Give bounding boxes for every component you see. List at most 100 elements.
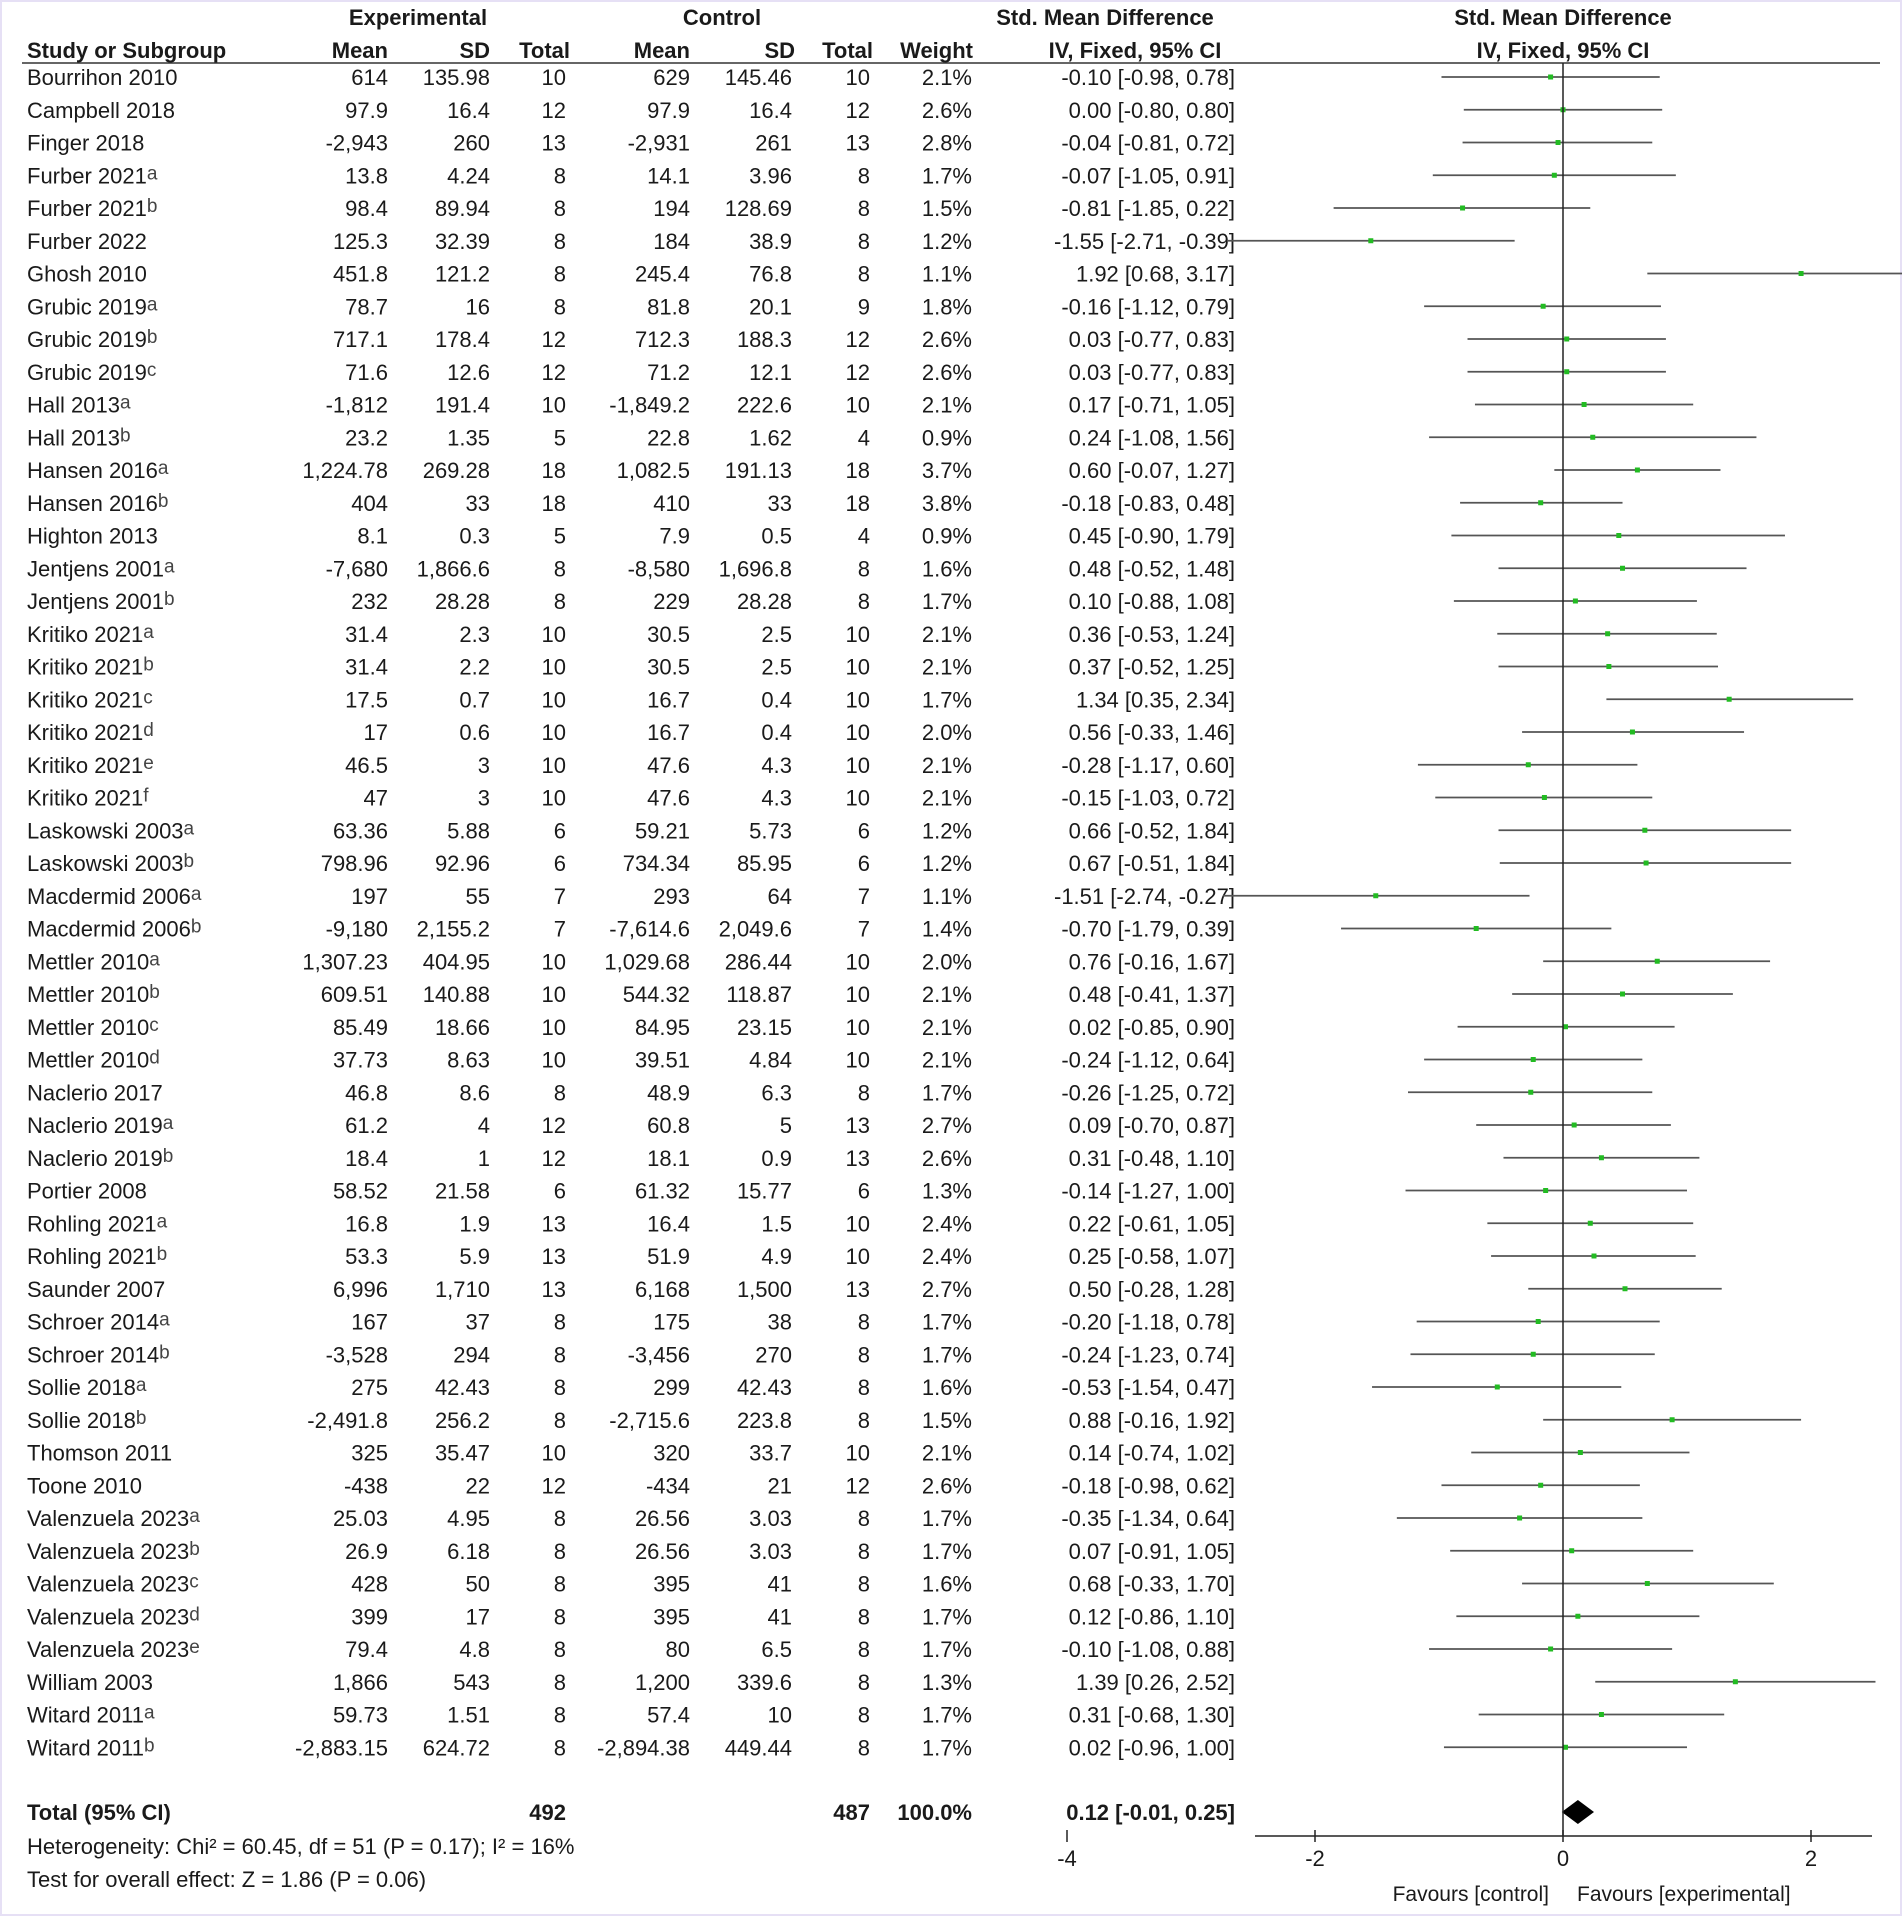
- table-row: Furber 2021a 13.8 4.24 8 14.1 3.96 8 1.7% -0.07 …: [27, 163, 1235, 188]
- ctrl-mean: 320: [653, 1441, 690, 1466]
- study-label: Hansen 2016: [27, 458, 158, 483]
- smd-ci-value: 0.48 [-0.52, 1.48]: [1069, 556, 1235, 581]
- exp-sd: 35.47: [435, 1441, 490, 1466]
- exp-sd: 5.9: [459, 1244, 490, 1269]
- study-label: Mettler 2010: [27, 982, 149, 1007]
- smd-ci-value: 0.14 [-0.74, 1.02]: [1069, 1441, 1235, 1466]
- table-row: Naclerio 2019b 18.4 1 12 18.1 0.9 13 2.6% 0.31 […: [27, 1146, 1235, 1171]
- study-label: Finger 2018: [27, 131, 144, 156]
- ctrl-sd: 33: [768, 491, 792, 516]
- ctrl-sd: 21: [768, 1473, 792, 1498]
- weight-value: 2.6%: [922, 1473, 972, 1498]
- ctrl-total: 7: [858, 917, 870, 942]
- smd-ci-value: 0.66 [-0.52, 1.84]: [1069, 818, 1235, 843]
- table-row: Naclerio 2019a 61.2 4 12 60.8 5 13 2.7% 0.09 [-0…: [27, 1113, 1235, 1138]
- ctrl-sd: 2,049.6: [719, 917, 792, 942]
- exp-sd: 191.4: [435, 393, 490, 418]
- exp-total: 7: [554, 917, 566, 942]
- exp-sd: 4.95: [447, 1506, 490, 1531]
- exp-mean: 31.4: [345, 655, 388, 680]
- study-name: Hansen 2016a: [27, 458, 169, 483]
- smd-ci-value: -0.35 [-1.34, 0.64]: [1061, 1506, 1235, 1531]
- study-label: Kritiko 2021: [27, 720, 143, 745]
- ctrl-total: 10: [846, 949, 870, 974]
- table-row: Valenzuela 2023d 399 17 8 395 41 8 1.7% 0.12 [-0…: [27, 1604, 1235, 1629]
- study-name: Campbell 2018: [27, 98, 175, 123]
- ctrl-sd: 3.96: [749, 163, 792, 188]
- study-label: Grubic 2019: [27, 327, 147, 352]
- effect-point: [1548, 74, 1554, 80]
- header-smd-column: Std. Mean Difference: [996, 5, 1214, 30]
- study-label: Witard 2011: [27, 1735, 144, 1760]
- exp-sd: 1,866.6: [417, 556, 490, 581]
- ctrl-mean: -2,715.6: [609, 1408, 690, 1433]
- ctrl-mean: 71.2: [647, 360, 690, 385]
- ctrl-total: 4: [858, 425, 870, 450]
- study-name: Finger 2018: [27, 131, 144, 156]
- effect-point: [1726, 696, 1732, 702]
- smd-ci-value: -0.04 [-0.81, 0.72]: [1061, 131, 1235, 156]
- smd-ci-value: 1.34 [0.35, 2.34]: [1076, 687, 1235, 712]
- ctrl-mean: 395: [653, 1572, 690, 1597]
- exp-mean: 98.4: [345, 196, 388, 221]
- table-row: William 2003 1,866 543 8 1,200 339.6 8 1.3% 1.39…: [27, 1670, 1235, 1695]
- study-name: Kritiko 2021e: [27, 753, 154, 778]
- exp-total: 12: [542, 327, 566, 352]
- table-row: Witard 2011a 59.73 1.51 8 57.4 10 8 1.7% 0.31 [-…: [27, 1703, 1235, 1728]
- favours-control-label: Favours [control]: [1393, 1883, 1549, 1906]
- col-weight: Weight: [900, 38, 974, 63]
- total-weight: 100.0%: [897, 1800, 972, 1825]
- exp-mean: 1,224.78: [302, 458, 388, 483]
- study-name: Mettler 2010d: [27, 1048, 160, 1073]
- ctrl-mean: 60.8: [647, 1113, 690, 1138]
- total-row: Total (95% CI) 492 487 100.0% 0.12 [-0.01, 0…: [27, 1800, 1235, 1825]
- study-name: Grubic 2019c: [27, 360, 156, 385]
- effect-point: [1540, 303, 1546, 309]
- study-label: Rohling 2021: [27, 1211, 157, 1236]
- ctrl-sd: 339.6: [737, 1670, 792, 1695]
- exp-sd: 2,155.2: [417, 917, 490, 942]
- effect-point: [1528, 1089, 1534, 1095]
- ctrl-mean: 57.4: [647, 1703, 690, 1728]
- smd-ci-value: 1.92 [0.68, 3.17]: [1076, 262, 1235, 287]
- study-label: Mettler 2010: [27, 1015, 149, 1040]
- ctrl-total: 10: [846, 1211, 870, 1236]
- exp-total: 18: [542, 491, 566, 516]
- study-name: Furber 2022: [27, 229, 147, 254]
- ctrl-total: 8: [858, 163, 870, 188]
- table-row: Rohling 2021b 53.3 5.9 13 51.9 4.9 10 2.4% 0.25 …: [27, 1244, 1235, 1269]
- ctrl-sd: 23.15: [737, 1015, 792, 1040]
- ctrl-total: 8: [858, 1703, 870, 1728]
- exp-total: 8: [554, 229, 566, 254]
- ctrl-mean: -3,456: [628, 1342, 690, 1367]
- table-row: Hansen 2016b 404 33 18 410 33 18 3.8% -0.18 [-0.…: [27, 491, 1235, 516]
- ctrl-total: 10: [846, 622, 870, 647]
- ctrl-sd: 64: [768, 884, 792, 909]
- ctrl-sd: 33.7: [749, 1441, 792, 1466]
- exp-total: 8: [554, 196, 566, 221]
- effect-point: [1562, 1744, 1568, 1750]
- weight-value: 1.7%: [922, 687, 972, 712]
- weight-value: 3.8%: [922, 491, 972, 516]
- effect-point: [1591, 1253, 1597, 1259]
- table-row: Kritiko 2021d 17 0.6 10 16.7 0.4 10 2.0% 0.56 [-…: [27, 720, 1235, 745]
- ctrl-mean: 16.4: [647, 1211, 690, 1236]
- study-name: Kritiko 2021b: [27, 655, 154, 680]
- header-plot-title: Std. Mean Difference: [1454, 5, 1672, 30]
- smd-ci-value: 0.31 [-0.48, 1.10]: [1069, 1146, 1235, 1171]
- study-subgroup-letter: a: [184, 818, 195, 839]
- smd-ci-value: -0.53 [-1.54, 0.47]: [1061, 1375, 1235, 1400]
- table-row: Grubic 2019a 78.7 16 8 81.8 20.1 9 1.8% -0.16 [-…: [27, 294, 1235, 319]
- ctrl-total: 8: [858, 1670, 870, 1695]
- ctrl-total: 10: [846, 655, 870, 680]
- ctrl-sd: 4.9: [761, 1244, 792, 1269]
- study-subgroup-letter: a: [147, 294, 158, 315]
- ctrl-mean: 48.9: [647, 1080, 690, 1105]
- exp-mean: 46.8: [345, 1080, 388, 1105]
- smd-ci-value: 0.36 [-0.53, 1.24]: [1069, 622, 1235, 647]
- table-row: Saunder 2007 6,996 1,710 13 6,168 1,500 13 2.7%…: [27, 1277, 1235, 1302]
- effect-point: [1581, 402, 1587, 407]
- ctrl-sd: 28.28: [737, 589, 792, 614]
- heterogeneity-text: Heterogeneity: Chi² = 60.45, df = 51 (P …: [27, 1834, 574, 1859]
- study-name: Witard 2011a: [27, 1703, 155, 1728]
